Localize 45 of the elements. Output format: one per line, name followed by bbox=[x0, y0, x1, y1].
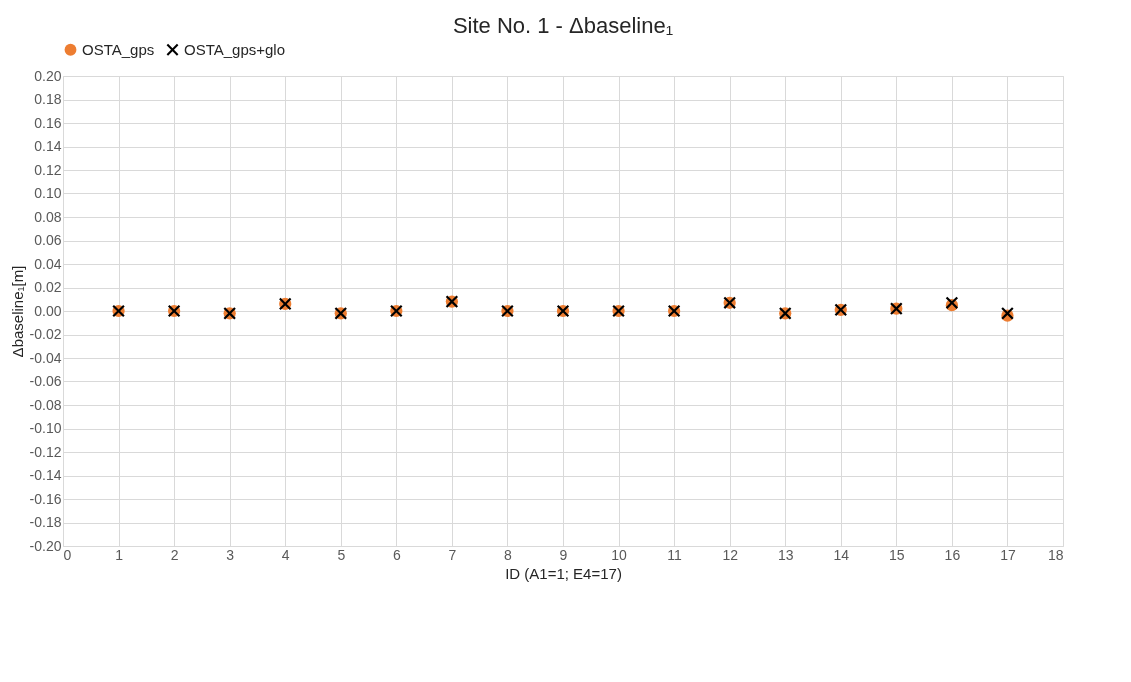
y-tick-label: -0.20 bbox=[29, 537, 62, 554]
x-tick-label: 3 bbox=[226, 546, 235, 563]
y-tick-label: 0.04 bbox=[34, 255, 62, 272]
x-tick-label: 6 bbox=[392, 546, 401, 563]
y-tick-label: 0.12 bbox=[34, 161, 62, 178]
y-tick-label: 0.16 bbox=[34, 114, 62, 131]
x-tick-label: 2 bbox=[170, 546, 179, 563]
x-tick-label: 4 bbox=[281, 546, 290, 563]
x-axis-title: ID (A1=1; E4=17) bbox=[505, 564, 622, 582]
y-tick-label: -0.16 bbox=[29, 490, 62, 507]
x-tick-label: 10 bbox=[611, 546, 628, 563]
x-tick-label: 17 bbox=[1000, 546, 1016, 563]
y-tick-label: 0.20 bbox=[34, 67, 62, 84]
y-tick-label: 0.10 bbox=[34, 185, 62, 201]
y-tick-label: -0.14 bbox=[29, 467, 62, 483]
legend-label: OSTA_gps+glo bbox=[184, 40, 286, 58]
y-tick-label: -0.04 bbox=[29, 349, 62, 366]
y-tick-label: 0.06 bbox=[34, 232, 62, 248]
chart-title: Site No. 1 - Δbaseline₁ bbox=[452, 13, 674, 38]
x-tick-label: 0 bbox=[63, 546, 72, 563]
legend-label: OSTA_gps bbox=[82, 40, 155, 58]
y-tick-label: 0.00 bbox=[34, 302, 62, 319]
x-tick-label: 13 bbox=[777, 546, 794, 563]
x-tick-label: 5 bbox=[337, 546, 346, 563]
x-tick-label: 16 bbox=[944, 546, 961, 563]
y-tick-label: -0.02 bbox=[29, 326, 62, 342]
y-tick-label: -0.06 bbox=[29, 373, 62, 389]
y-tick-label: -0.12 bbox=[29, 443, 62, 460]
x-tick-label: 18 bbox=[1047, 546, 1064, 563]
x-tick-label: 11 bbox=[667, 546, 683, 563]
y-tick-label: 0.18 bbox=[34, 91, 62, 107]
x-tick-label: 9 bbox=[559, 546, 568, 563]
y-tick-label: 0.08 bbox=[34, 208, 62, 225]
x-tick-label: 14 bbox=[833, 546, 850, 563]
x-tick-label: 15 bbox=[889, 546, 905, 563]
y-tick-label: -0.08 bbox=[29, 396, 62, 413]
x-tick-label: 12 bbox=[722, 546, 739, 563]
x-tick-label: 7 bbox=[448, 546, 457, 563]
x-tick-label: 1 bbox=[115, 546, 124, 563]
x-tick-label: 8 bbox=[504, 546, 513, 563]
y-axis-title: Δbaseline₁[m] bbox=[8, 265, 26, 358]
y-tick-label: -0.18 bbox=[29, 514, 62, 530]
y-tick-label: 0.02 bbox=[34, 279, 62, 295]
y-tick-label: 0.14 bbox=[34, 138, 62, 154]
y-tick-label: -0.10 bbox=[29, 420, 62, 436]
